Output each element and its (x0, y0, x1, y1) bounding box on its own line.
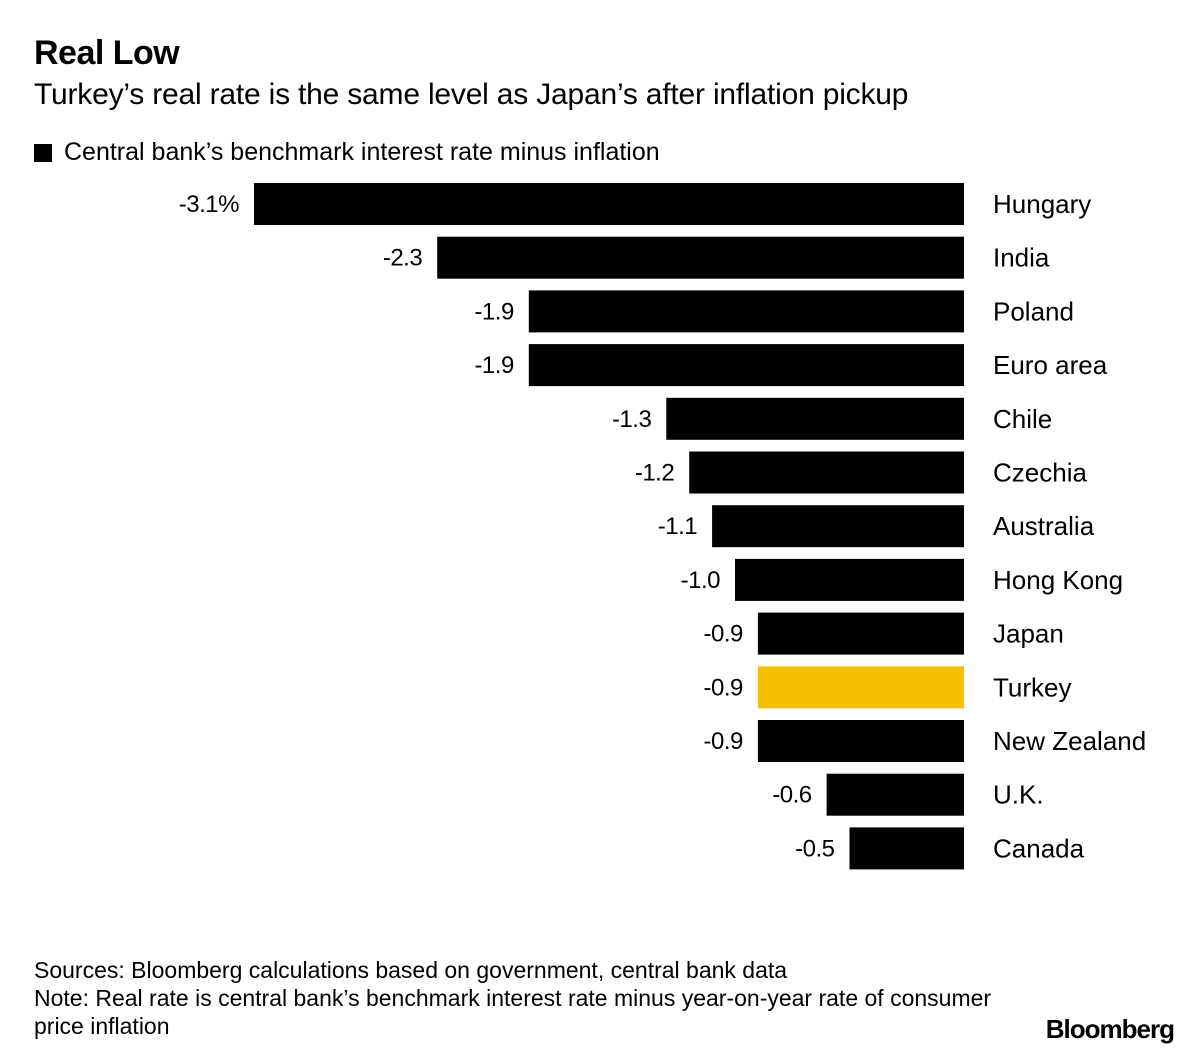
category-label: Hong Kong (993, 565, 1123, 595)
chart-subtitle: Turkey’s real rate is the same level as … (34, 78, 909, 111)
bar-chile (666, 397, 964, 440)
bar-japan (757, 612, 964, 655)
value-label: -1.9 (474, 352, 514, 379)
value-label: -1.3 (612, 406, 652, 433)
category-label: Canada (993, 833, 1085, 863)
value-label: -1.2 (635, 460, 675, 487)
footer: Sources: Bloomberg calculations based on… (34, 956, 1014, 1040)
value-label: -0.9 (704, 621, 744, 648)
sources-note: Sources: Bloomberg calculations based on… (34, 957, 788, 983)
legend-label: Central bank’s benchmark interest rate m… (64, 138, 660, 166)
category-label: India (993, 243, 1050, 273)
bar-australia (712, 505, 964, 548)
bar-chart: -3.1% Hungary -2.3 India -1.9 Poland -1.9 Euro … (179, 183, 1146, 870)
chart-title: Real Low (34, 34, 180, 72)
value-label: -1.0 (681, 567, 721, 594)
bar-canada (849, 827, 964, 870)
category-label: U.K. (993, 780, 1044, 810)
value-label: -2.3 (383, 245, 423, 272)
bar-euro-area (528, 344, 964, 387)
bar-u-k (826, 773, 964, 816)
bar-new-zealand (757, 720, 964, 762)
value-label: -1.9 (474, 298, 514, 325)
category-label: Poland (993, 296, 1074, 326)
value-label: -0.5 (795, 835, 835, 862)
bar-czechia (689, 451, 964, 494)
category-label: Czechia (993, 458, 1087, 488)
value-label: -0.9 (704, 674, 744, 701)
category-label: New Zealand (993, 726, 1146, 756)
bar-turkey (757, 666, 964, 709)
bar-india (437, 236, 964, 279)
bar-hong-kong (735, 558, 964, 601)
value-label: -0.6 (772, 782, 812, 809)
category-label: Japan (993, 619, 1064, 649)
legend-swatch (34, 143, 52, 162)
bar-hungary (254, 183, 964, 225)
category-label: Turkey (993, 672, 1072, 702)
category-label: Australia (993, 511, 1095, 541)
value-label: -3.1% (179, 191, 239, 218)
value-label: -0.9 (704, 728, 744, 755)
value-label: -1.1 (658, 513, 698, 540)
category-label: Euro area (993, 350, 1108, 380)
bloomberg-logo: Bloomberg (1045, 1014, 1175, 1044)
methodology-note: Note: Real rate is central bank’s benchm… (34, 985, 992, 1039)
bar-poland (528, 290, 964, 333)
category-label: Hungary (993, 189, 1091, 219)
legend: Central bank’s benchmark interest rate m… (34, 138, 660, 167)
category-label: Chile (993, 404, 1052, 434)
